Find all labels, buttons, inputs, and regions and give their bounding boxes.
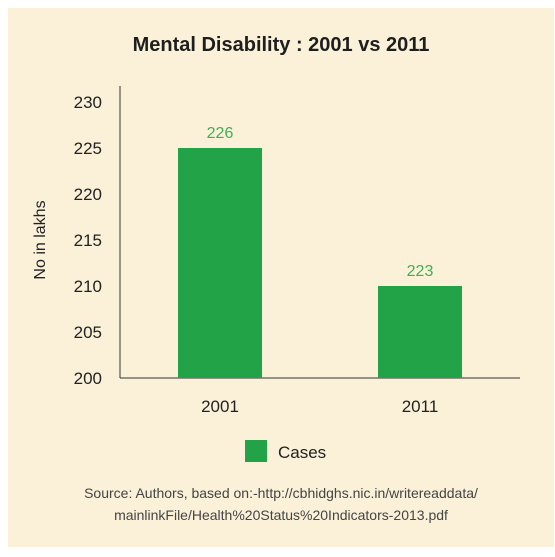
source-line-2: mainlinkFile/Health%20Status%20Indicator… xyxy=(114,507,448,523)
source-note: Source: Authors, based on:-http://cbhidg… xyxy=(8,482,554,526)
bar xyxy=(378,286,462,378)
y-tick-label: 210 xyxy=(74,277,102,296)
y-tick-label: 225 xyxy=(74,139,102,158)
y-axis-label: No in lakhs xyxy=(32,200,49,279)
y-tick-label: 230 xyxy=(74,93,102,112)
data-label: 223 xyxy=(407,263,434,280)
chart-panel: Mental Disability : 2001 vs 2011 Source:… xyxy=(8,8,554,547)
legend-swatch xyxy=(245,440,267,462)
x-tick-label: 2011 xyxy=(402,397,439,416)
data-label: 226 xyxy=(207,125,234,142)
y-tick-label: 220 xyxy=(74,185,102,204)
chart-title: Mental Disability : 2001 vs 2011 xyxy=(132,34,430,56)
source-line-1: Source: Authors, based on:-http://cbhidg… xyxy=(84,485,478,501)
y-tick-label: 205 xyxy=(74,323,102,342)
legend-label: Cases xyxy=(278,443,326,462)
y-tick-label: 200 xyxy=(74,369,102,388)
y-tick-label: 215 xyxy=(74,231,102,250)
bar xyxy=(178,148,262,378)
x-tick-label: 2001 xyxy=(201,397,239,416)
